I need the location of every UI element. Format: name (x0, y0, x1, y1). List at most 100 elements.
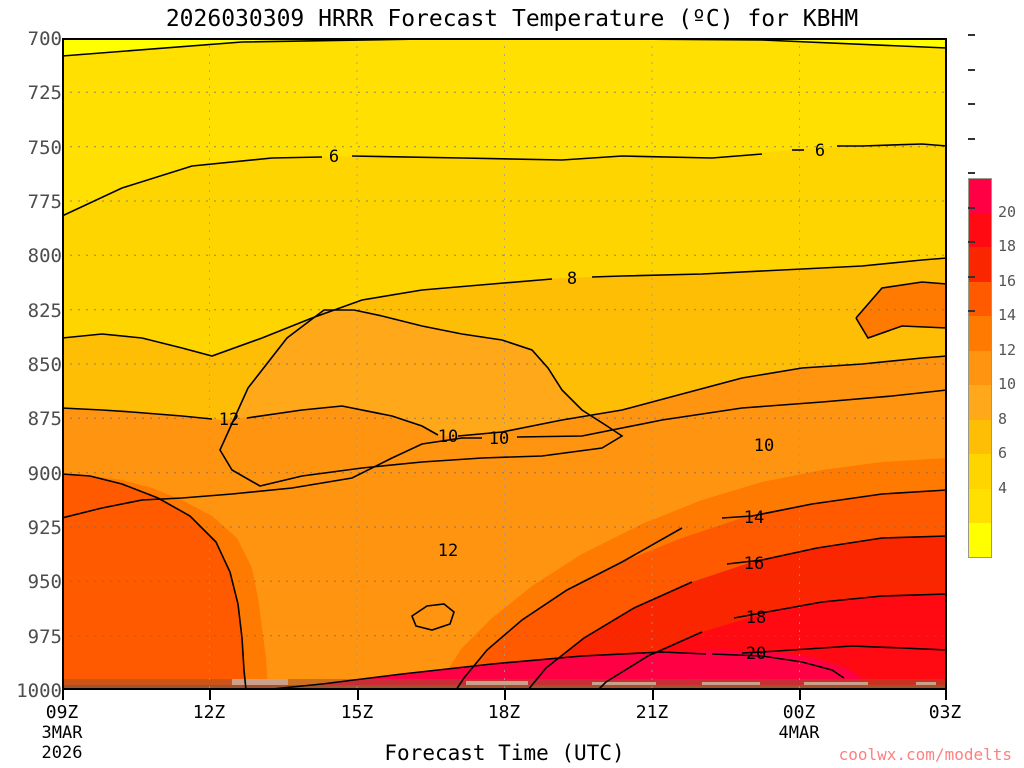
colorbar-tick-label: 10 (998, 375, 1017, 393)
y-tick-label: 925 (27, 517, 62, 539)
colorbar-tick-label: 4 (998, 479, 1008, 497)
colorbar-tick-mark (968, 137, 975, 140)
contour-label: 12 (438, 541, 458, 561)
warm-wedge-right (856, 282, 947, 338)
contour-label: 16 (744, 554, 764, 574)
x-tick-label: 15Z (340, 702, 374, 723)
y-tick-label: 825 (27, 300, 62, 322)
y-tick-label: 775 (27, 191, 62, 213)
contour-line-6-d (837, 143, 947, 147)
x-tick-label: 03Z (928, 702, 962, 723)
colorbar-tick-mark (968, 275, 975, 278)
colorbar-tick-mark (968, 68, 975, 71)
colorbar-tick-label: 14 (998, 306, 1017, 324)
contour-label: 10 (489, 429, 509, 449)
x-axis-title: Forecast Time (UTC) (384, 741, 625, 765)
contour-line-island (411, 603, 455, 631)
contour-line-12-a (62, 407, 213, 420)
contour-lines (62, 38, 947, 690)
colorbar-tick-mark (968, 34, 975, 36)
contour-line-12-wedge-b (855, 317, 947, 339)
contour-line-12-c (457, 355, 947, 437)
contour-line-20-b (261, 651, 707, 690)
contour-line-10-upper-b (516, 389, 947, 438)
colorbar-band-0-2 (968, 523, 992, 558)
y-tick-label: 850 (27, 354, 62, 376)
colorbar-tick-label: 12 (998, 341, 1017, 359)
colorbar-band-4-6 (968, 454, 992, 489)
contour-label: 12 (219, 410, 239, 430)
contour-label: 8 (567, 269, 577, 289)
y-tick-label: 900 (27, 463, 62, 485)
contour-line-16-a (726, 535, 947, 565)
colorbar-tick-label: 8 (998, 410, 1008, 428)
contour-label: 6 (815, 141, 825, 161)
x-tick-mark (799, 690, 801, 700)
contour-line-10-upper-a (62, 437, 482, 519)
contour-line-left-lobe (62, 473, 247, 690)
y-tick-label: 950 (27, 571, 62, 593)
x-tick-label: 21Z (635, 702, 669, 723)
contour-line-10-pocket (219, 309, 624, 487)
contour-line-16-b (527, 581, 693, 690)
y-axis: 700 725 750 775 800 825 850 875 900 925 … (0, 0, 62, 768)
colorbar-tick-mark (968, 206, 975, 209)
colorbar-tick-mark (968, 172, 975, 174)
x-tick-sublabel-year: 2026 (41, 743, 83, 763)
contour-line-14-b (455, 527, 683, 690)
y-tick-label: 975 (27, 626, 62, 648)
colorbar-band-2-4 (968, 488, 992, 523)
contour-label-group: 6 6 8 10 10 10 12 12 14 16 18 20 (219, 141, 825, 664)
colorbar-band-8-10 (968, 385, 992, 420)
colorbar-tick-label: 16 (998, 272, 1017, 290)
y-tick-label: 1000 (16, 680, 62, 702)
colorbar (968, 178, 992, 558)
contour-line-14-a (721, 489, 947, 519)
contour-line-6-b (351, 153, 763, 161)
plot-area: 6 6 8 10 10 10 12 12 14 16 18 20 (62, 38, 947, 690)
page-title: 2026030309 HRRR Forecast Temperature (ºC… (165, 6, 859, 32)
colorbar-tick-label: 6 (998, 444, 1008, 462)
x-tick-mark (652, 690, 654, 700)
contour-line-12-wedge-a (855, 281, 947, 319)
contour-line-18-a (733, 593, 947, 619)
contour-line-8-b (591, 257, 947, 278)
contour-line-20-pocket (711, 653, 845, 679)
x-tick-mark (504, 690, 506, 700)
x-tick-label: 00Z (782, 702, 816, 723)
y-tick-label: 750 (27, 137, 62, 159)
colorbar-band-12-14 (968, 316, 992, 351)
colorbar-tick-mark (968, 310, 975, 312)
colorbar-tick-mark (968, 241, 975, 243)
x-tick-mark (62, 690, 64, 700)
y-tick-label: 800 (27, 245, 62, 267)
x-tick-mark (357, 690, 359, 700)
contour-plot: 6 6 8 10 10 10 12 12 14 16 18 20 (62, 38, 947, 690)
x-tick-sublabel-date: 3MAR (41, 723, 83, 743)
x-tick-sublabel-date: 4MAR (778, 723, 820, 743)
contour-label: 14 (744, 508, 764, 528)
colorbar-tick-label: 20 (998, 203, 1017, 221)
contour-label: 10 (438, 427, 458, 447)
contour-label: 6 (329, 147, 339, 167)
y-tick-label: 700 (27, 28, 62, 50)
x-tick-label: 09Z (45, 702, 79, 723)
y-tick-label: 875 (27, 408, 62, 430)
terrain-shade (62, 679, 947, 690)
y-tick-label: 725 (27, 82, 62, 104)
contour-line-6-a (62, 156, 323, 217)
x-tick-mark (945, 690, 947, 700)
colorbar-tick-label: 18 (998, 237, 1017, 255)
contour-line-18-b (597, 631, 703, 690)
x-tick-mark (209, 690, 211, 700)
contour-label: 18 (746, 608, 766, 628)
x-tick-label: 18Z (487, 702, 521, 723)
colorbar-band-6-8 (968, 419, 992, 454)
contour-line-20-a (741, 645, 947, 654)
contour-line-4 (62, 38, 947, 57)
contour-line-8-a (62, 278, 553, 357)
contour-line-12-b (246, 405, 439, 436)
contour-label: 20 (746, 644, 766, 664)
colorbar-band-10-12 (968, 350, 992, 385)
